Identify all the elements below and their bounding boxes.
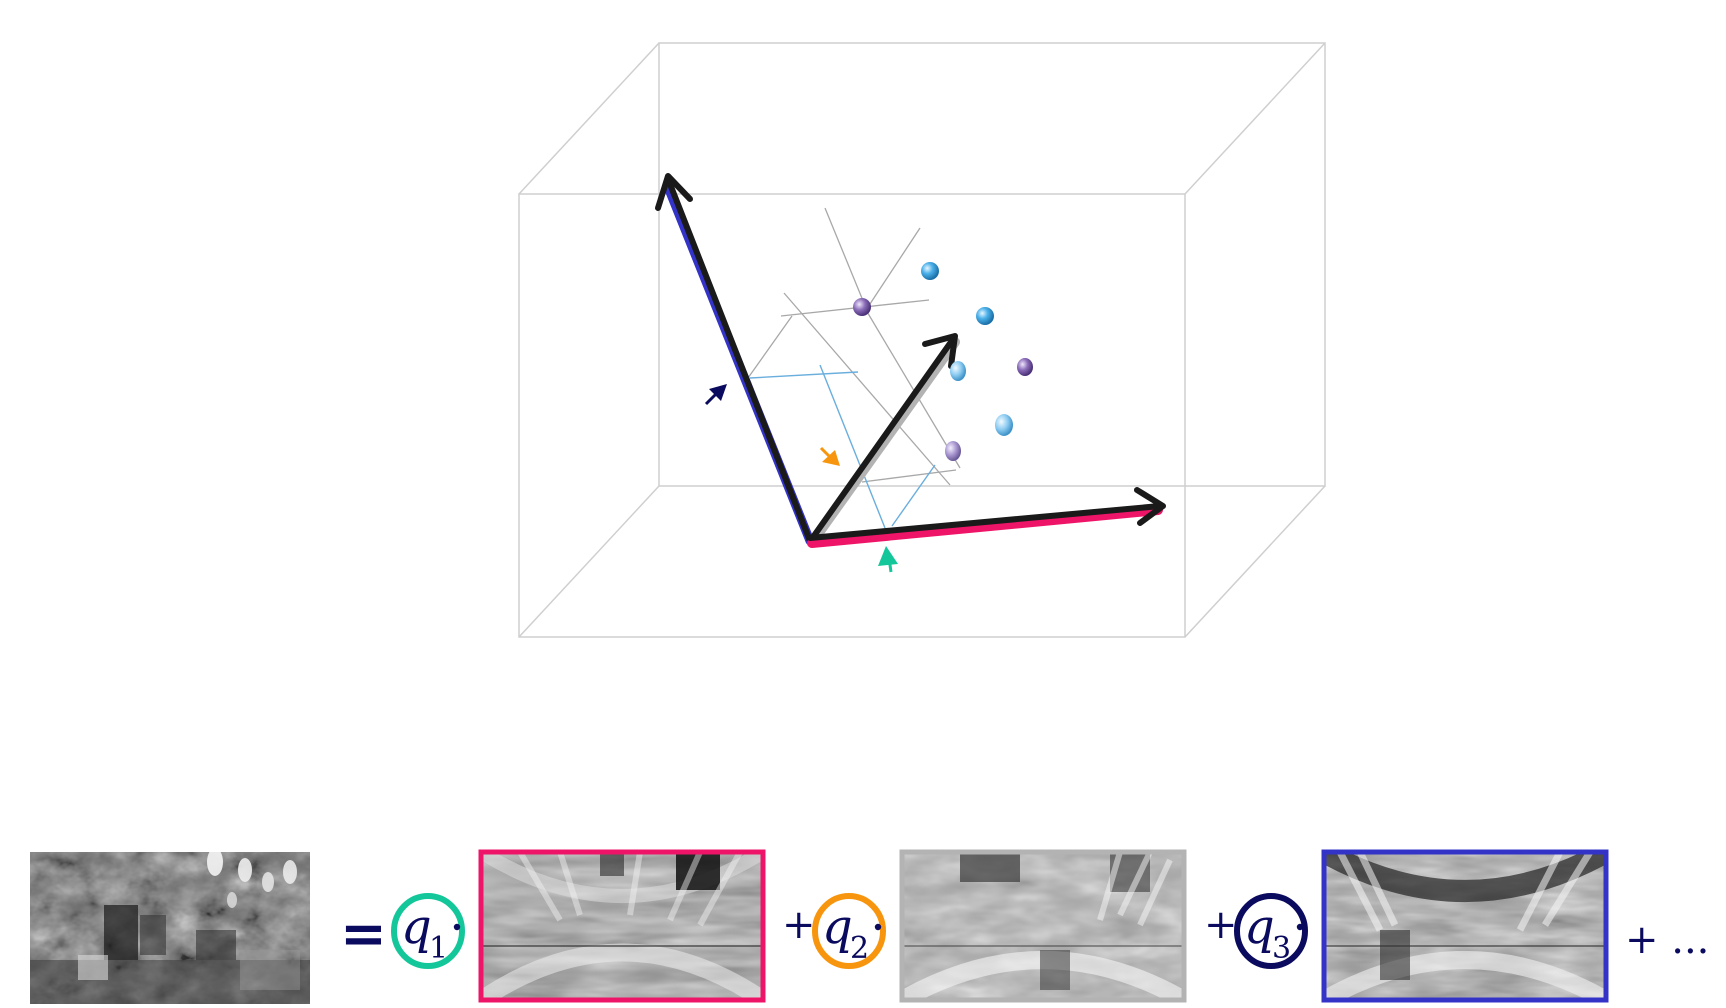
- q1-subscript: 1: [429, 931, 448, 966]
- data-point: [995, 414, 1013, 436]
- basis-1-shaft: [807, 503, 1163, 541]
- coef-pointer-1: [878, 546, 898, 573]
- q1-ring: [391, 893, 465, 969]
- eigen-image-2-border: [899, 849, 1187, 1003]
- basis-2-arrowhead: [922, 333, 958, 369]
- coef-1-arrow-icon: [878, 546, 898, 566]
- basis-3-arrowhead: [655, 173, 693, 211]
- q1-symbol: q: [401, 899, 432, 955]
- panoramic-photo: [30, 852, 310, 1004]
- data-point: [921, 262, 939, 280]
- data-point: [976, 307, 994, 325]
- box-edge: [1184, 485, 1326, 638]
- basis-vector-2: [808, 333, 960, 546]
- box-edge: [518, 485, 660, 638]
- q2-ring: [812, 893, 886, 969]
- eigen-image-3-border: [1321, 849, 1609, 1003]
- data-point: [853, 298, 871, 316]
- grid-line: [861, 469, 957, 483]
- projection-lines: [749, 364, 936, 529]
- q3-subscript: 3: [1272, 931, 1291, 966]
- basis-vector-1: [807, 487, 1166, 548]
- basis-2-shaft: [808, 339, 954, 543]
- dot-operator: [1296, 923, 1304, 931]
- data-points: [853, 262, 1033, 461]
- equals-sign: =: [340, 901, 387, 967]
- eigen-image-1: [478, 849, 766, 1003]
- grid-line: [865, 309, 961, 469]
- box-front-face: [518, 193, 1186, 638]
- eigen-image-2: [899, 849, 1187, 1003]
- plus-sign: +: [782, 902, 816, 948]
- dot-operator: [874, 923, 882, 931]
- basis-1-glow: [807, 505, 1163, 548]
- basis-3-shaft: [667, 181, 813, 544]
- trailing-terms: + ...: [1625, 917, 1709, 963]
- coefficient-q2: q 2: [812, 893, 886, 969]
- projection-line: [819, 364, 886, 529]
- q2-symbol: q: [822, 899, 853, 955]
- grid-line: [783, 292, 951, 486]
- grid-line: [865, 227, 921, 311]
- q2-subscript: 2: [850, 931, 869, 966]
- box-edge: [1184, 42, 1326, 195]
- coef-3-arrow-icon: [709, 384, 727, 401]
- box-back-face: [658, 42, 1326, 487]
- bounding-box: [518, 42, 1326, 638]
- grid-line: [747, 315, 793, 379]
- plus-sign: +: [1204, 902, 1238, 948]
- basis-1-arrowhead: [1134, 487, 1166, 526]
- eigen-image-3: [1321, 849, 1609, 1003]
- eigen-image-1-border: [478, 849, 766, 1003]
- q3-ring: [1234, 893, 1308, 969]
- coefficient-q1: q 1: [391, 893, 465, 969]
- grid-line: [824, 207, 867, 309]
- q3-symbol: q: [1244, 899, 1275, 955]
- coef-2-arrow-icon: [822, 450, 840, 466]
- data-point: [1017, 358, 1033, 376]
- projection-line: [749, 371, 859, 379]
- basis-vector-3: [655, 173, 815, 546]
- dot-operator: [453, 923, 461, 931]
- data-point: [950, 361, 966, 381]
- subspace-grid: [747, 207, 961, 486]
- projection-line: [891, 464, 936, 527]
- data-point: [945, 441, 961, 461]
- coefficient-q3: q 3: [1234, 893, 1308, 969]
- box-edge: [518, 42, 660, 195]
- coef-pointer-3: [704, 384, 727, 406]
- coef-pointer-2: [819, 446, 840, 466]
